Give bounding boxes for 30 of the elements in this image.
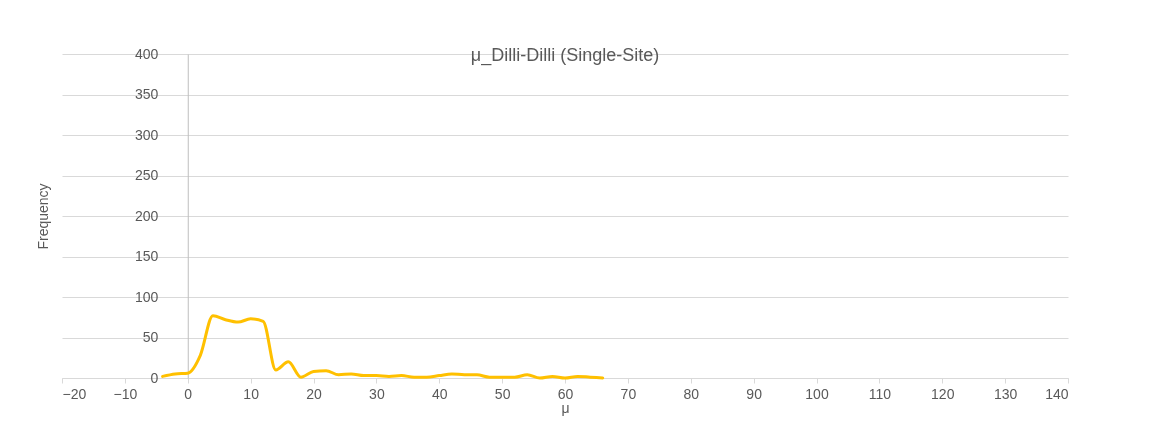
y-tick-label: 400 [134,45,159,62]
x-tick-label: −20 [62,385,87,402]
x-tick-label: 110 [868,385,892,402]
x-tick-label: 130 [993,385,1018,402]
x-tick-label: 50 [494,385,511,402]
chart-title: μ_Dilli-Dilli (Single-Site) [470,45,660,66]
y-tick-label: 150 [134,248,159,264]
x-tick-label: 20 [306,385,322,402]
x-tick-label: 10 [243,385,260,402]
x-tick-label: 60 [557,385,574,402]
y-tick-label: 300 [134,126,159,143]
y-tick-label: 350 [134,86,159,102]
x-tick-label: 80 [683,385,700,402]
line-series [161,314,605,380]
y-tick-label: 200 [134,207,159,224]
x-tick-label: 140 [1045,385,1069,402]
x-tick-label: 40 [431,385,448,402]
x-tick-label: 90 [746,385,763,402]
x-tick-label: 100 [805,385,829,402]
y-tick-label: 250 [134,167,159,183]
y-tick-label: 50 [142,329,159,345]
y-tick-label: 0 [150,369,159,386]
y-axis-title: Frequency [34,183,51,250]
x-tick-label: 70 [620,385,637,402]
y-tick-label: 100 [134,288,159,305]
x-axis-title: μ [561,399,570,416]
x-tick-label: −10 [113,385,138,402]
x-tick-label: 0 [184,385,193,402]
x-tick-label: 120 [931,385,955,402]
x-tick-label: 30 [369,385,385,402]
